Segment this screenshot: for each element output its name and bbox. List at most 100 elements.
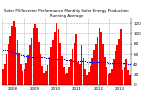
Point [127,63,129,65]
Point [128,63,131,65]
Point [4,49,6,51]
Point [39,56,42,57]
Bar [83,58,84,85]
Point [105,62,108,63]
Point [21,54,24,56]
Bar [52,40,54,85]
Point [91,62,94,63]
Point [123,63,126,64]
Point [46,57,49,59]
Point [5,50,8,51]
Bar [16,40,18,85]
Bar [72,49,73,85]
Bar [11,26,13,85]
Bar [24,68,25,85]
Bar [108,74,109,85]
Bar [25,63,27,85]
Point [109,62,111,64]
Bar [67,73,68,85]
Point [50,58,52,60]
Bar [93,50,95,85]
Bar [34,24,36,85]
Bar [75,34,77,85]
Bar [116,45,118,85]
Point [23,55,26,56]
Bar [27,55,29,85]
Bar [125,59,127,85]
Bar [99,28,100,85]
Bar [41,66,43,85]
Bar [61,56,63,85]
Bar [45,71,47,85]
Bar [43,73,45,85]
Bar [88,72,89,85]
Bar [56,23,57,85]
Bar [49,57,50,85]
Bar [20,64,22,85]
Bar [33,28,34,85]
Bar [15,27,16,85]
Point [111,62,113,64]
Point [98,62,101,63]
Point [64,59,67,60]
Point [87,61,90,63]
Point [84,60,86,62]
Point [120,62,122,64]
Point [25,55,28,57]
Bar [68,68,70,85]
Point [80,60,83,62]
Point [93,62,95,63]
Bar [9,36,11,85]
Bar [47,65,48,85]
Point [32,56,35,57]
Bar [122,70,123,85]
Point [102,62,104,63]
Point [14,52,17,54]
Point [71,60,74,62]
Point [12,52,15,53]
Point [36,56,38,57]
Bar [29,45,31,85]
Point [48,57,51,59]
Point [73,60,76,62]
Bar [36,28,38,85]
Bar [102,44,104,85]
Point [59,58,61,60]
Point [11,51,13,53]
Bar [40,54,41,85]
Bar [86,75,88,85]
Bar [13,21,15,85]
Bar [81,45,82,85]
Bar [120,29,122,85]
Bar [97,37,98,85]
Bar [104,57,106,85]
Bar [70,59,72,85]
Point [86,61,88,63]
Point [55,58,58,60]
Point [82,60,85,62]
Point [66,59,69,60]
Point [28,56,31,57]
Point [20,54,22,55]
Point [104,62,106,63]
Point [107,62,110,64]
Bar [18,53,20,85]
Bar [50,47,52,85]
Point [2,49,4,51]
Bar [127,70,129,85]
Bar [74,43,75,85]
Bar [118,39,120,85]
Point [57,58,60,60]
Point [68,60,70,61]
Point [37,56,40,57]
Bar [100,32,102,85]
Point [116,62,119,64]
Bar [2,68,4,85]
Point [118,62,120,64]
Bar [38,42,40,85]
Bar [129,75,131,85]
Point [62,58,65,60]
Point [125,63,128,64]
Point [43,56,45,58]
Point [7,50,10,52]
